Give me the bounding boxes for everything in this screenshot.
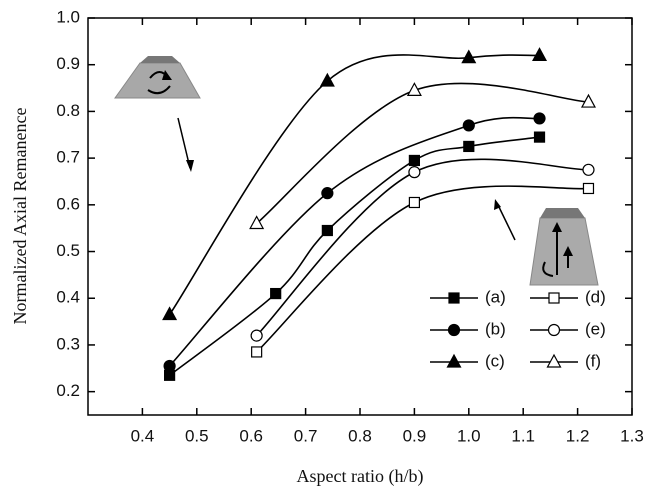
y-tick-label: 0.7 xyxy=(56,148,80,167)
y-tick-label: 0.8 xyxy=(56,101,80,120)
marker-circle xyxy=(547,323,561,337)
marker-square xyxy=(408,196,420,209)
x-tick-label: 0.5 xyxy=(185,426,209,445)
marker-circle xyxy=(533,112,546,125)
x-tick-label: 0.8 xyxy=(348,426,372,445)
marker-circle xyxy=(447,323,461,337)
marker-square xyxy=(251,346,263,358)
x-tick-label: 1.1 xyxy=(511,426,535,445)
y-tick-label: 0.5 xyxy=(56,241,80,260)
series-curve xyxy=(256,82,589,225)
legend-label: (e) xyxy=(585,319,606,338)
y-tick-label: 0.6 xyxy=(56,194,80,213)
marker-triangle xyxy=(249,215,265,230)
marker-triangle xyxy=(319,72,335,87)
marker-square xyxy=(270,287,282,300)
x-tick-label: 1.3 xyxy=(620,426,644,445)
marker-circle xyxy=(163,359,176,373)
x-tick-label: 1.2 xyxy=(566,426,590,445)
inset-bottom-right xyxy=(494,199,599,286)
marker-circle xyxy=(582,163,595,176)
marker-square xyxy=(448,292,460,304)
marker-square xyxy=(408,154,420,167)
x-tick-label: 0.9 xyxy=(403,426,427,445)
marker-triangle xyxy=(580,93,596,108)
marker-triangle xyxy=(546,353,562,368)
x-tick-label: 1.0 xyxy=(457,426,481,445)
series-curve xyxy=(169,136,540,376)
marker-square xyxy=(321,224,333,237)
marker-triangle xyxy=(461,49,477,64)
x-axis-label: Aspect ratio (h/b) xyxy=(297,466,424,487)
x-tick-label: 0.6 xyxy=(239,426,263,445)
y-axis-label: Normalized Axial Remanence xyxy=(10,108,30,325)
y-tick-label: 0.9 xyxy=(56,54,80,73)
marker-circle xyxy=(250,329,263,342)
legend-label: (a) xyxy=(485,287,506,306)
marker-triangle xyxy=(446,353,462,368)
marker-triangle xyxy=(162,306,178,321)
y-tick-label: 1.0 xyxy=(56,7,80,26)
marker-square xyxy=(463,140,475,153)
x-tick-label: 0.7 xyxy=(294,426,318,445)
series-curve xyxy=(168,54,540,316)
marker-square xyxy=(582,182,595,195)
legend-label: (b) xyxy=(485,319,506,338)
y-tick-label: 0.4 xyxy=(56,288,80,307)
legend-label: (c) xyxy=(485,351,505,370)
y-tick-label: 0.3 xyxy=(56,334,80,353)
marker-triangle xyxy=(406,82,422,96)
marker-circle xyxy=(321,187,334,200)
marker-circle xyxy=(462,119,475,132)
inset-top-left xyxy=(114,56,201,172)
marker-triangle xyxy=(532,47,548,61)
legend-label: (f) xyxy=(585,351,601,370)
legend-label: (d) xyxy=(585,287,606,306)
series-curve xyxy=(169,116,540,367)
marker-square xyxy=(548,292,560,304)
x-tick-label: 0.4 xyxy=(131,426,155,445)
y-tick-label: 0.2 xyxy=(56,381,80,400)
marker-circle xyxy=(408,166,421,179)
marker-square xyxy=(533,131,546,143)
